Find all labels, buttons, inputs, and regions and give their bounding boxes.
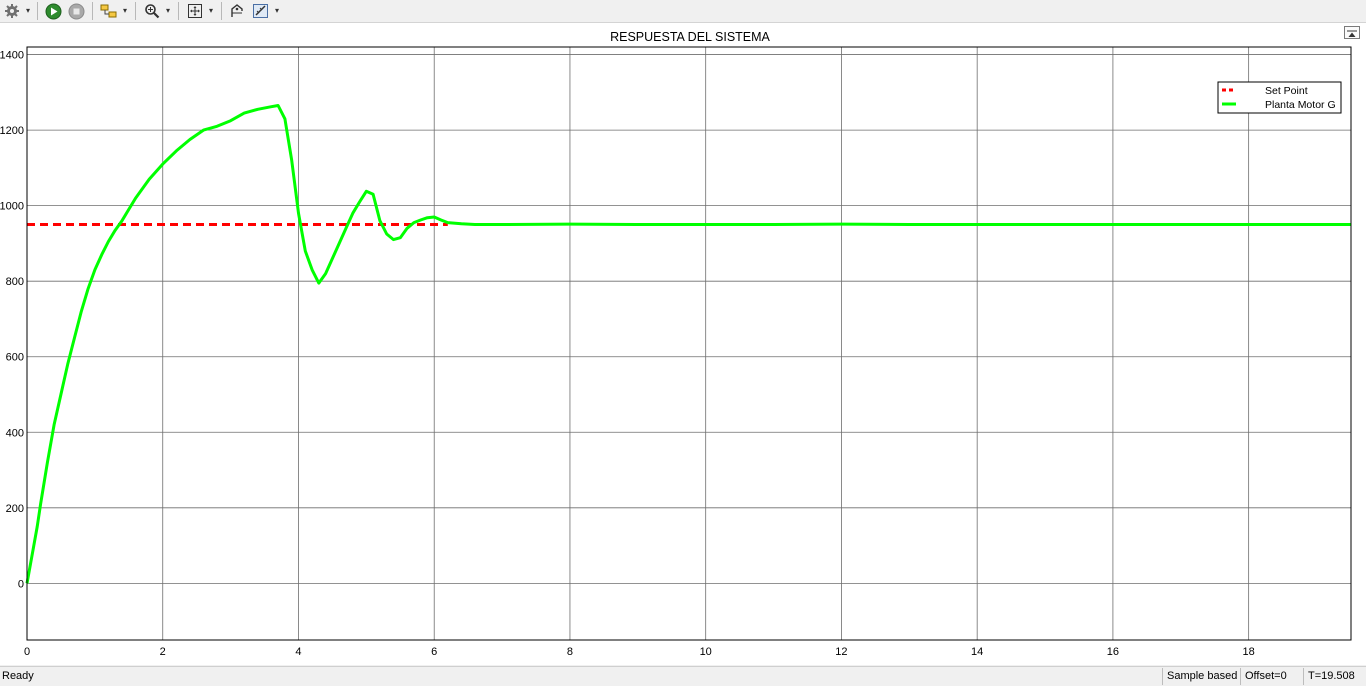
chevron-down-icon[interactable]: ▾ — [26, 6, 31, 15]
x-tick-label: 16 — [1107, 646, 1119, 658]
toolbar-separator — [135, 2, 136, 20]
x-tick-label: 8 — [567, 646, 573, 658]
status-offset: Offset=0 — [1240, 668, 1303, 685]
legend-box — [1217, 81, 1342, 114]
y-tick-label: 0 — [18, 578, 24, 590]
status-ready: Ready — [2, 670, 34, 682]
legend-entry: Planta Motor G — [1265, 99, 1336, 111]
status-bar: Ready Sample based Offset=0 T=19.508 — [0, 666, 1366, 686]
x-tick-label: 18 — [1243, 646, 1255, 658]
x-tick-label: 2 — [160, 646, 166, 658]
chart-title: RESPUESTA DEL SISTEMA — [610, 30, 770, 44]
legend[interactable]: Set Point Planta Motor G — [1217, 81, 1342, 114]
x-tick-label: 12 — [835, 646, 847, 658]
highlight-icon[interactable] — [99, 2, 119, 20]
toolbar: ▾ ▾ ▾ ▾ ▾ — [0, 0, 1366, 23]
y-tick-label: 600 — [6, 352, 24, 364]
y-tick-label: 200 — [6, 503, 24, 515]
toolbar-separator — [37, 2, 38, 20]
chevron-down-icon[interactable]: ▾ — [209, 6, 214, 15]
x-tick-label: 10 — [700, 646, 712, 658]
toolbar-separator — [221, 2, 222, 20]
legend-entry: Set Point — [1265, 85, 1308, 97]
stop-icon[interactable] — [67, 2, 85, 20]
status-mode: Sample based — [1162, 668, 1241, 685]
series-line-1 — [25, 104, 1351, 584]
axes-box — [26, 46, 1352, 641]
x-tick-label: 4 — [295, 646, 301, 658]
y-tick-label: 400 — [6, 427, 24, 439]
status-time: T=19.508 — [1303, 668, 1366, 685]
y-tick-label: 1200 — [0, 125, 24, 137]
y-tick-label: 800 — [6, 276, 24, 288]
gear-icon[interactable] — [3, 2, 21, 20]
restore-icon[interactable] — [1344, 26, 1360, 39]
chevron-down-icon[interactable]: ▾ — [123, 6, 128, 15]
zoom-icon[interactable] — [142, 2, 162, 20]
toolbar-separator — [178, 2, 179, 20]
y-tick-label: 1400 — [0, 50, 24, 62]
cursor-icon[interactable] — [228, 2, 246, 20]
chevron-down-icon[interactable]: ▾ — [166, 6, 171, 15]
scope-plot-panel: 0 2 4 6 8 10 12 14 16 18 0 200 400 600 800 1000 1200 1400… — [0, 23, 1366, 665]
x-tick-label: 6 — [431, 646, 437, 658]
chevron-down-icon[interactable]: ▾ — [275, 6, 280, 15]
chart-canvas[interactable]: 0 2 4 6 8 10 12 14 16 18 0 200 400 600 800 1000 1200 1400… — [0, 23, 1366, 665]
fit-icon[interactable] — [185, 2, 205, 20]
measure-icon[interactable] — [251, 2, 271, 20]
y-tick-label: 1000 — [0, 201, 24, 213]
run-icon[interactable] — [44, 2, 62, 20]
x-tick-label: 14 — [971, 646, 983, 658]
x-tick-label: 0 — [24, 646, 30, 658]
toolbar-separator — [92, 2, 93, 20]
